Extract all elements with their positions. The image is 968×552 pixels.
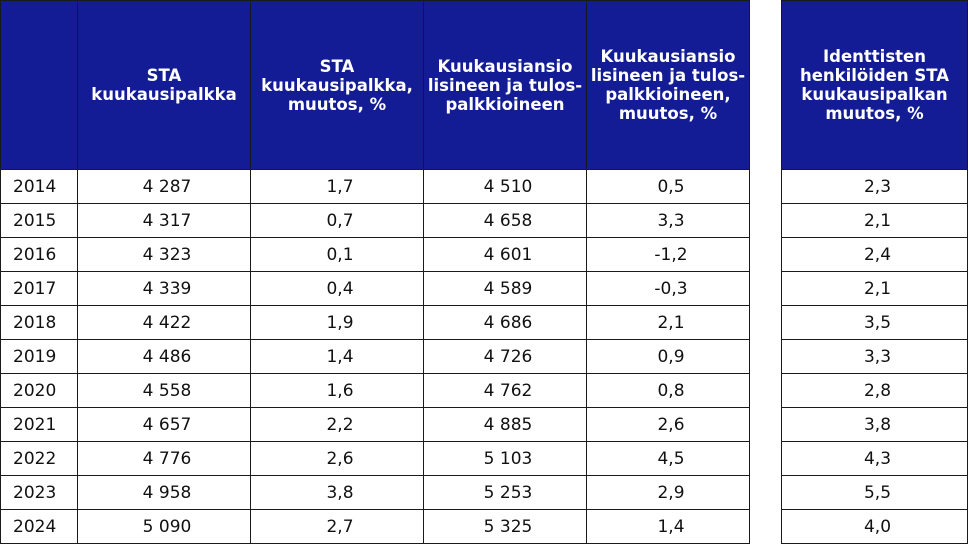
cell-sta-salary: 4 958: [77, 475, 251, 510]
cell-earnings-change: 0,9: [586, 339, 750, 374]
table-row: 2015 4 317 0,7 4 658 3,3 2,1: [0, 203, 968, 238]
column-gap: [749, 475, 782, 510]
cell-identical-change: 2,4: [781, 237, 968, 272]
header-earnings-change: Kuukausiansio lisineen ja tulos-palkkioi…: [586, 0, 750, 170]
header-earnings: Kuukausiansio lisineen ja tulos-palkkioi…: [423, 0, 587, 170]
cell-sta-change: 0,1: [250, 237, 424, 272]
header-year: [0, 0, 78, 170]
cell-earnings: 5 253: [423, 475, 587, 510]
cell-identical-change: 3,3: [781, 339, 968, 374]
cell-earnings: 5 325: [423, 509, 587, 544]
cell-year: 2018: [0, 305, 78, 340]
column-gap: [749, 509, 782, 544]
cell-earnings-change: 2,6: [586, 407, 750, 442]
cell-sta-salary: 4 287: [77, 169, 251, 204]
column-gap: [749, 271, 782, 306]
cell-year: 2021: [0, 407, 78, 442]
cell-year: 2019: [0, 339, 78, 374]
cell-year: 2015: [0, 203, 78, 238]
cell-earnings: 4 589: [423, 271, 587, 306]
cell-year: 2017: [0, 271, 78, 306]
cell-sta-change: 1,9: [250, 305, 424, 340]
cell-earnings-change: 3,3: [586, 203, 750, 238]
table-row: 2014 4 287 1,7 4 510 0,5 2,3: [0, 169, 968, 204]
column-gap: [749, 407, 782, 442]
cell-identical-change: 2,8: [781, 373, 968, 408]
cell-sta-change: 0,7: [250, 203, 424, 238]
table-row: 2021 4 657 2,2 4 885 2,6 3,8: [0, 407, 968, 442]
cell-identical-change: 5,5: [781, 475, 968, 510]
cell-identical-change: 4,3: [781, 441, 968, 476]
cell-earnings: 4 601: [423, 237, 587, 272]
table-row: 2023 4 958 3,8 5 253 2,9 5,5: [0, 475, 968, 510]
cell-earnings: 4 686: [423, 305, 587, 340]
cell-identical-change: 2,3: [781, 169, 968, 204]
table-row: 2024 5 090 2,7 5 325 1,4 4,0: [0, 509, 968, 544]
cell-sta-change: 2,6: [250, 441, 424, 476]
table-row: 2016 4 323 0,1 4 601 -1,2 2,4: [0, 237, 968, 272]
column-gap: [749, 0, 782, 170]
table-row: 2017 4 339 0,4 4 589 -0,3 2,1: [0, 271, 968, 306]
cell-year: 2023: [0, 475, 78, 510]
cell-earnings-change: 1,4: [586, 509, 750, 544]
cell-earnings-change: 2,1: [586, 305, 750, 340]
column-gap: [749, 441, 782, 476]
cell-earnings-change: 0,5: [586, 169, 750, 204]
cell-sta-change: 0,4: [250, 271, 424, 306]
header-row: STA kuukausipalkka STA kuukausipalkka, m…: [0, 0, 968, 170]
cell-earnings-change: -1,2: [586, 237, 750, 272]
cell-earnings: 4 726: [423, 339, 587, 374]
cell-sta-change: 1,7: [250, 169, 424, 204]
cell-year: 2022: [0, 441, 78, 476]
cell-earnings-change: 2,9: [586, 475, 750, 510]
header-sta-salary: STA kuukausipalkka: [77, 0, 251, 170]
column-gap: [749, 339, 782, 374]
cell-sta-change: 2,7: [250, 509, 424, 544]
cell-earnings: 4 658: [423, 203, 587, 238]
cell-earnings: 4 885: [423, 407, 587, 442]
table-row: 2018 4 422 1,9 4 686 2,1 3,5: [0, 305, 968, 340]
cell-earnings: 4 510: [423, 169, 587, 204]
cell-identical-change: 4,0: [781, 509, 968, 544]
cell-sta-salary: 4 323: [77, 237, 251, 272]
cell-sta-salary: 4 339: [77, 271, 251, 306]
cell-identical-change: 3,5: [781, 305, 968, 340]
cell-earnings: 5 103: [423, 441, 587, 476]
cell-identical-change: 3,8: [781, 407, 968, 442]
cell-year: 2016: [0, 237, 78, 272]
cell-identical-change: 2,1: [781, 271, 968, 306]
column-gap: [749, 237, 782, 272]
cell-sta-salary: 4 657: [77, 407, 251, 442]
cell-sta-change: 1,4: [250, 339, 424, 374]
header-identical-change: Identtisten henkilöiden STA kuukausipalk…: [781, 0, 968, 170]
cell-sta-salary: 4 486: [77, 339, 251, 374]
cell-sta-salary: 5 090: [77, 509, 251, 544]
table-row: 2020 4 558 1,6 4 762 0,8 2,8: [0, 373, 968, 408]
header-sta-change: STA kuukausipalkka, muutos, %: [250, 0, 424, 170]
table-row: 2019 4 486 1,4 4 726 0,9 3,3: [0, 339, 968, 374]
cell-identical-change: 2,1: [781, 203, 968, 238]
column-gap: [749, 203, 782, 238]
cell-sta-salary: 4 317: [77, 203, 251, 238]
column-gap: [749, 373, 782, 408]
cell-earnings-change: 4,5: [586, 441, 750, 476]
cell-sta-salary: 4 776: [77, 441, 251, 476]
column-gap: [749, 169, 782, 204]
cell-earnings-change: 0,8: [586, 373, 750, 408]
cell-sta-change: 3,8: [250, 475, 424, 510]
cell-earnings-change: -0,3: [586, 271, 750, 306]
cell-sta-salary: 4 558: [77, 373, 251, 408]
cell-sta-change: 2,2: [250, 407, 424, 442]
cell-year: 2024: [0, 509, 78, 544]
cell-year: 2020: [0, 373, 78, 408]
column-gap: [749, 305, 782, 340]
cell-sta-salary: 4 422: [77, 305, 251, 340]
cell-earnings: 4 762: [423, 373, 587, 408]
table-row: 2022 4 776 2,6 5 103 4,5 4,3: [0, 441, 968, 476]
cell-sta-change: 1,6: [250, 373, 424, 408]
cell-year: 2014: [0, 169, 78, 204]
